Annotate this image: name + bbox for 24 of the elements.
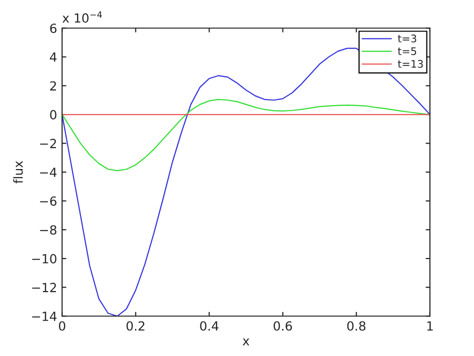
y-axis-title: flux: [13, 160, 23, 184]
y-tick-label: 2: [50, 81, 56, 90]
y-tick-label: −4: [40, 168, 57, 177]
x-axis-title: x: [242, 338, 250, 346]
x-tick-label: 0.8: [347, 321, 366, 331]
legend-label: t=3: [398, 34, 416, 42]
text: x 10$^{−4}$: [62, 11, 102, 23]
x-tick-label: 1: [427, 321, 433, 330]
y-tick-label: 6: [50, 24, 56, 34]
y-tick-label: 0: [50, 110, 56, 120]
x-tick-label: 0: [58, 321, 66, 331]
x-tick-label: 0.2: [126, 321, 144, 331]
y-tick-label: 4: [50, 52, 57, 62]
x-tick-label: 0.4: [200, 321, 218, 331]
y-tick-label: −2: [40, 138, 56, 148]
y-tick-label: −14: [32, 312, 57, 321]
x-tick-label: 0.6: [274, 321, 292, 331]
legend-label: t=5: [398, 47, 416, 56]
line-series: [62, 98, 430, 172]
y-tick-label: −6: [40, 196, 56, 206]
y-tick-label: −8: [40, 225, 56, 235]
legend-label: t=13: [398, 60, 423, 68]
y-tick-label: −10: [32, 254, 56, 264]
y-tick-label: −12: [32, 282, 56, 292]
